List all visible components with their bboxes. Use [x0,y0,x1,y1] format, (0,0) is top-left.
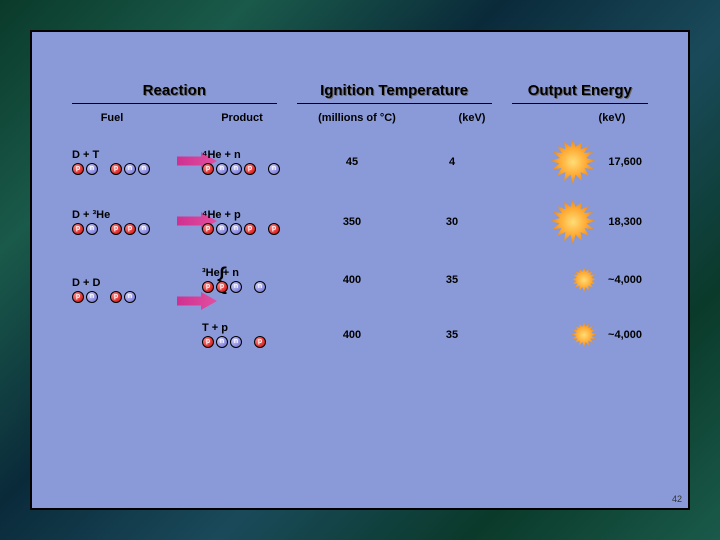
energy-value: ~4,000 [608,329,642,341]
product-formula: ³He + n [202,267,292,279]
product-nucleons: pnn p [202,336,292,348]
fuel-nucleons: pn ppn [72,223,162,235]
product-formula: ⁴He + n [202,149,292,161]
energy-value: 17,600 [608,156,642,168]
subheader-product: Product [202,112,282,124]
product-formula: T + p [202,322,292,334]
subheader-kev-energy: (keV) [582,112,642,124]
temp-millions-c: 45 [302,156,402,168]
temp-kev: 35 [422,329,482,341]
energy-value: ~4,000 [608,274,642,286]
header-output-energy: Output Energy [512,82,648,104]
temp-millions-c: 350 [302,216,402,228]
temp-millions-c: 400 [302,329,402,341]
fuel-nucleons: pn pn [72,291,162,303]
fuel-formula: D + T [72,149,162,161]
energy-value: 18,300 [608,216,642,228]
reaction-row: D + D pn pn { ³He + n ppn n [72,252,648,362]
reaction-row: D + T pn pnn ⁴He + n pnnp n 45 4 [72,132,648,192]
header-reaction: Reaction [72,82,277,104]
header-ignition-temp: Ignition Temperature [297,82,492,104]
energy-burst-icon [548,137,598,187]
product-nucleons: pnnp p [202,223,292,235]
temp-kev: 30 [422,216,482,228]
product-nucleons: pnnp n [202,163,292,175]
energy-burst-icon [548,197,598,247]
fuel-formula: D + D [72,277,162,289]
reaction-row: D + ³He pn ppn ⁴He + p pnnp p 350 30 [72,192,648,252]
slide: Reaction Ignition Temperature Output Ene… [30,30,690,510]
fuel-formula: D + ³He [72,209,162,221]
energy-burst-icon [570,321,598,349]
temp-kev: 4 [422,156,482,168]
subheader-fuel: Fuel [72,112,152,124]
temp-kev: 35 [422,274,482,286]
product-formula: ⁴He + p [202,209,292,221]
subheader-kev-temp: (keV) [442,112,502,124]
temp-millions-c: 400 [302,274,402,286]
page-number: 42 [672,494,682,504]
subheader-millions-c: (millions of °C) [302,112,412,124]
energy-burst-icon [570,266,598,294]
fuel-nucleons: pn pnn [72,163,162,175]
product-nucleons: ppn n [202,281,292,293]
